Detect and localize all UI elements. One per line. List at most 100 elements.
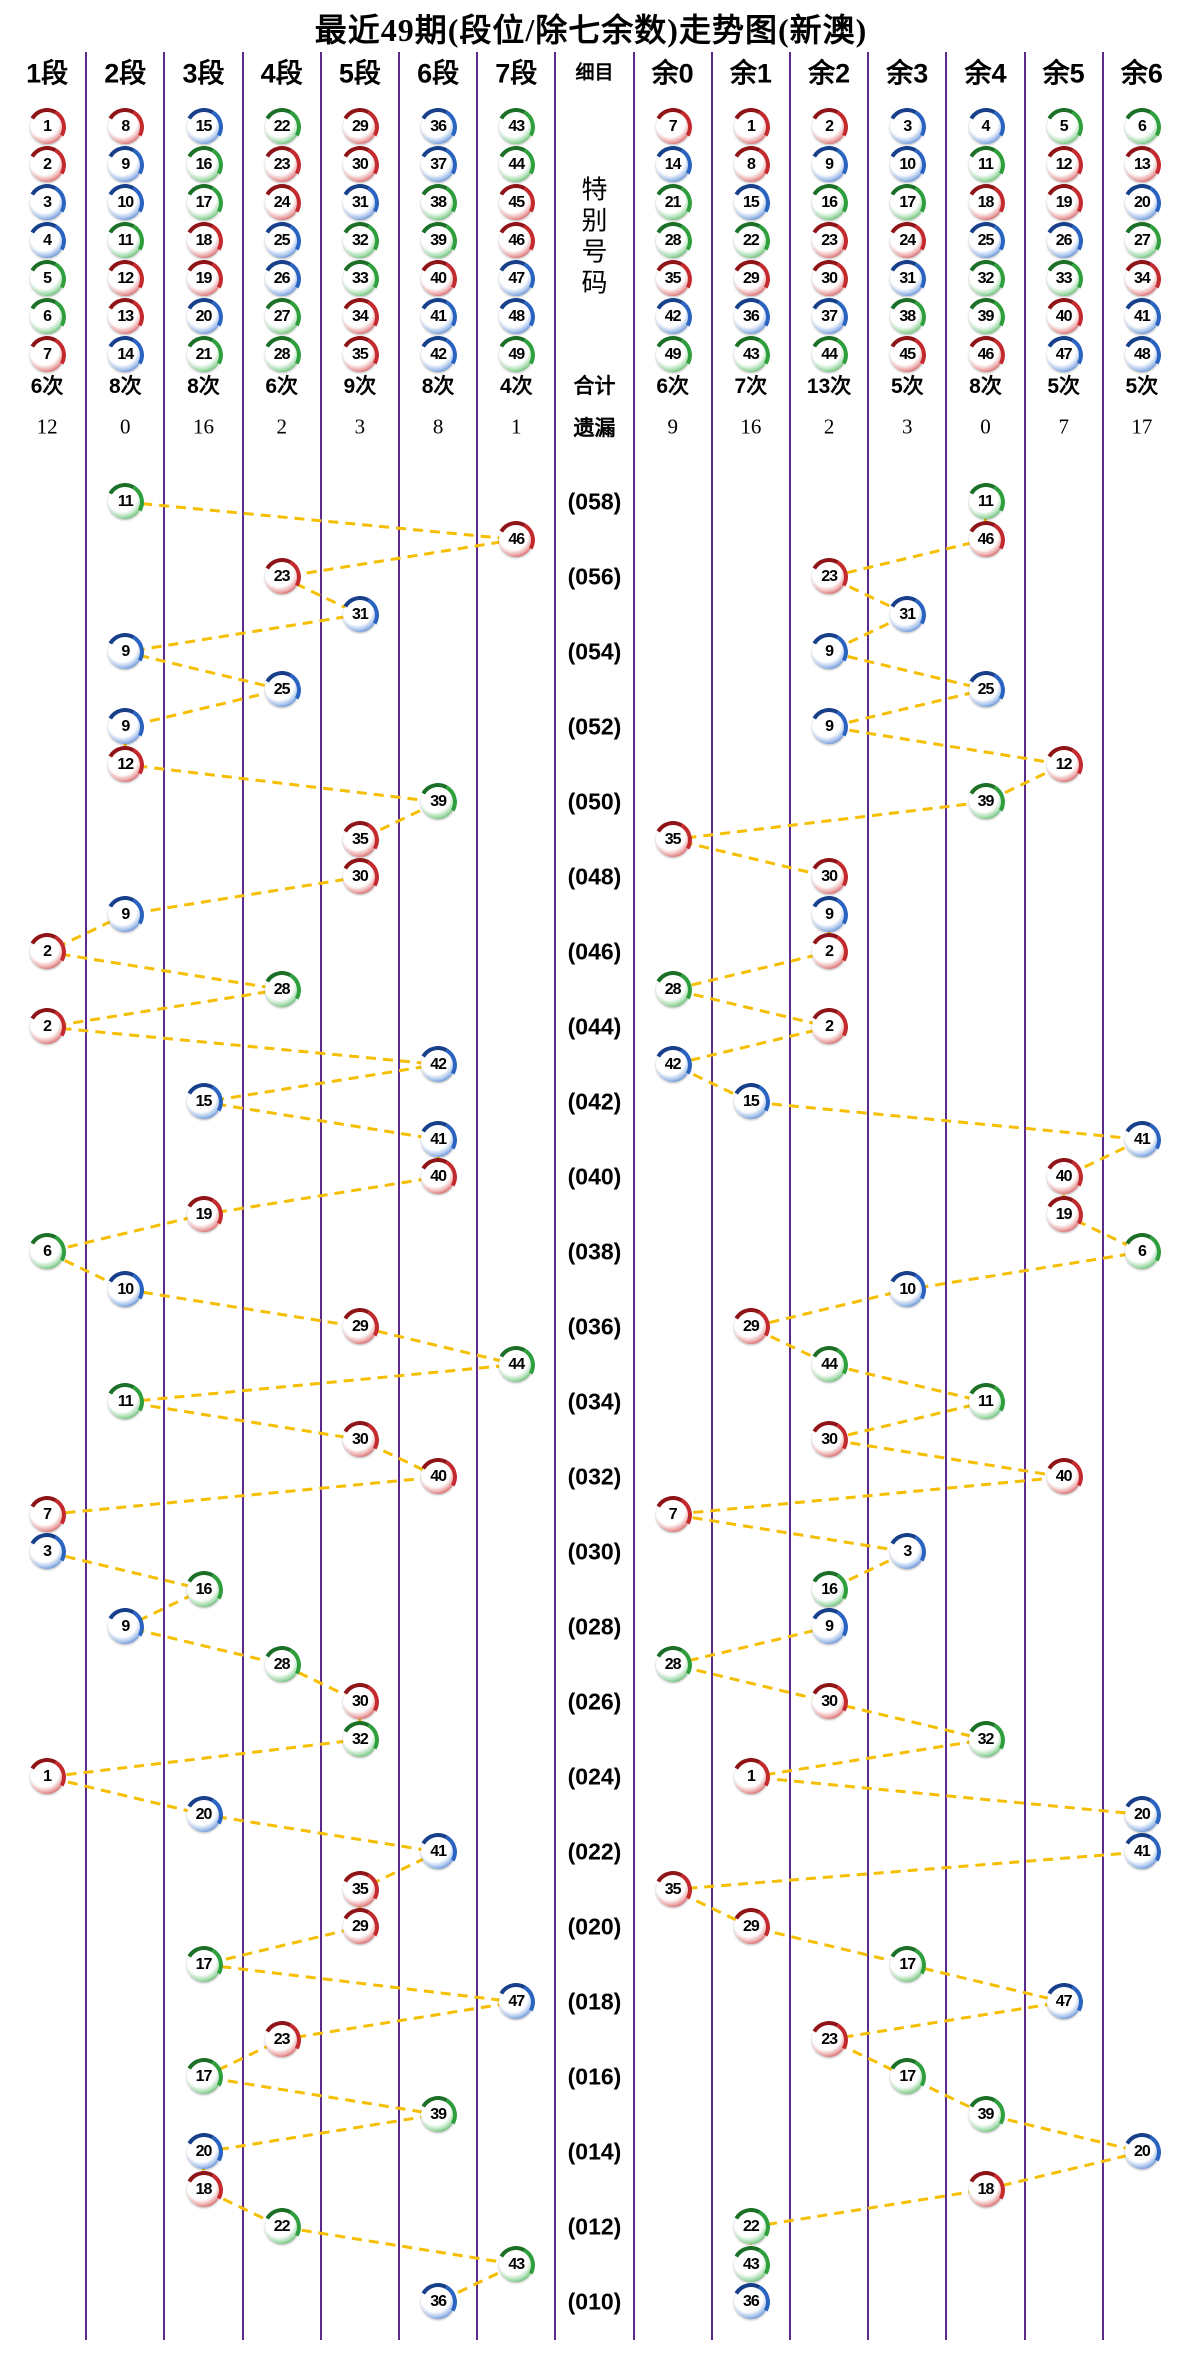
ball-number: 28: [273, 980, 291, 998]
trend-ball-segment: 43: [499, 2247, 534, 2282]
ball-number: 16: [195, 156, 213, 173]
remainder-count-cell: 5次: [1125, 375, 1159, 398]
special-label-char: 号: [581, 237, 608, 268]
ball-number: 37: [821, 308, 838, 325]
column-header-remainder: 余5: [1042, 58, 1085, 89]
ball-number: 42: [430, 346, 447, 363]
grid-ball: 22: [264, 110, 299, 144]
ball-number: 29: [742, 1918, 760, 1935]
grid-ball: 37: [812, 300, 847, 334]
trend-ball-remainder: 31: [890, 597, 925, 632]
trend-ball-remainder: 19: [1046, 1197, 1081, 1232]
trend-ball-remainder: 30: [812, 1685, 847, 1719]
trend-ball-segment: 29: [342, 1910, 377, 1944]
ball-number: 26: [1055, 232, 1073, 249]
trend-ball-segment: 20: [186, 2135, 221, 2169]
remainder-miss-cell: 3: [902, 414, 913, 439]
ball-number: 9: [121, 156, 130, 173]
ball-number: 5: [1059, 118, 1069, 135]
ball-number: 12: [1055, 755, 1073, 773]
ball-number: 13: [117, 308, 134, 325]
period-label: (038): [567, 1238, 622, 1265]
ball-number: 2: [43, 943, 52, 960]
ball-number: 6: [1137, 1243, 1147, 1260]
trend-ball-segment: 17: [186, 2060, 221, 2094]
ball-number: 28: [273, 1655, 291, 1673]
grid-ball: 32: [968, 262, 1003, 296]
column-header-segment: 2段: [104, 58, 147, 89]
trend-ball-remainder: 23: [812, 560, 847, 594]
ball-number: 12: [117, 755, 134, 773]
ball-number: 17: [899, 1955, 916, 1973]
trend-ball-remainder: 32: [968, 1722, 1003, 1757]
trend-ball-segment: 39: [421, 2097, 456, 2132]
ball-number: 23: [821, 232, 838, 249]
grid-ball: 9: [812, 148, 847, 182]
grid-ball: 46: [499, 224, 534, 258]
ball-number: 23: [273, 2030, 291, 2048]
ball-number: 30: [351, 868, 369, 885]
ball-number: 27: [273, 308, 291, 325]
ball-number: 14: [664, 156, 682, 173]
ball-number: 20: [1133, 1805, 1151, 1823]
period-label: (010): [567, 2288, 622, 2315]
column-header-remainder: 余4: [964, 58, 1007, 89]
ball-number: 28: [664, 1655, 682, 1673]
trend-ball-segment: 30: [342, 1422, 377, 1457]
column-separator-line: [1101, 52, 1104, 2340]
grid-ball: 34: [1124, 262, 1159, 296]
ball-number: 22: [273, 2218, 291, 2235]
trend-ball-segment: 9: [108, 710, 143, 744]
segment-miss-cell: 3: [354, 414, 366, 439]
ball-number: 7: [668, 118, 678, 135]
remainder-count-cell: 7次: [734, 375, 768, 398]
trend-ball-remainder: 12: [1046, 747, 1081, 782]
ball-number: 37: [430, 156, 447, 173]
column-separator-line: [163, 52, 166, 2340]
column-separator-line: [554, 52, 557, 2340]
grid-ball: 18: [968, 186, 1003, 220]
ball-number: 42: [664, 1055, 682, 1073]
trend-ball-segment: 35: [342, 1872, 377, 1907]
ball-number: 8: [121, 118, 130, 135]
ball-number: 6: [1137, 118, 1147, 135]
ball-number: 25: [273, 232, 291, 249]
ball-number: 12: [1055, 156, 1073, 173]
ball-number: 25: [273, 680, 291, 698]
grid-ball: 16: [812, 186, 847, 220]
column-separator-line: [398, 52, 400, 2340]
period-label: (024): [567, 1763, 622, 1790]
ball-number: 45: [508, 194, 525, 211]
ball-number: 30: [821, 270, 838, 287]
ball-number: 41: [430, 1843, 447, 1860]
ball-number: 39: [430, 793, 447, 810]
grid-ball: 16: [186, 148, 221, 182]
trend-ball-remainder: 47: [1046, 1985, 1081, 2019]
column-header-remainder: 余1: [729, 58, 772, 89]
column-header-segment: 1段: [26, 58, 69, 89]
grid-ball: 12: [108, 262, 143, 296]
grid-ball: 36: [421, 110, 456, 144]
ball-number: 4: [43, 232, 52, 249]
column-header-segment: 6段: [417, 58, 460, 89]
grid-ball: 15: [186, 110, 221, 144]
ball-number: 24: [899, 232, 916, 249]
ball-number: 14: [117, 346, 134, 363]
segment-count-cell: 6次: [265, 375, 299, 398]
ball-number: 29: [351, 118, 369, 135]
ball-number: 46: [508, 530, 525, 548]
remainder-miss-cell: 17: [1131, 414, 1153, 439]
ball-number: 23: [821, 568, 838, 585]
ball-number: 17: [195, 2068, 213, 2085]
ball-number: 16: [821, 1580, 838, 1598]
trend-ball-segment: 3: [30, 1535, 65, 1569]
grid-ball: 8: [108, 110, 143, 144]
grid-ball: 35: [655, 262, 690, 296]
ball-number: 15: [742, 194, 760, 211]
ball-number: 25: [977, 232, 995, 249]
ball-number: 21: [664, 194, 682, 211]
period-label: (028): [567, 1613, 622, 1640]
trend-ball-remainder: 40: [1046, 1160, 1081, 1194]
ball-number: 48: [508, 308, 525, 325]
grid-ball: 28: [264, 338, 299, 372]
